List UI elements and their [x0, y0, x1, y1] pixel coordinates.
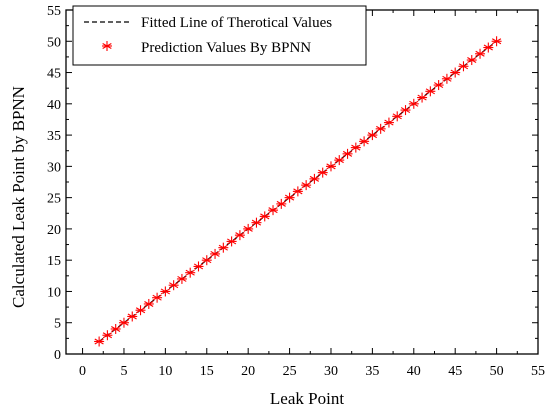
prediction-point [226, 236, 237, 247]
prediction-point [118, 317, 129, 328]
prediction-point [400, 105, 411, 116]
prediction-point [441, 73, 452, 84]
prediction-point [433, 80, 444, 91]
prediction-point [367, 130, 378, 141]
prediction-point [375, 123, 386, 134]
y-tick-label: 30 [47, 160, 61, 175]
y-tick-label: 20 [47, 223, 61, 238]
x-tick-label: 50 [490, 364, 504, 379]
x-tick-label: 10 [158, 364, 172, 379]
prediction-point [251, 217, 262, 228]
prediction-point [383, 117, 394, 128]
prediction-point [201, 255, 212, 266]
prediction-point [234, 230, 245, 241]
legend-box [72, 5, 367, 66]
prediction-point [259, 211, 270, 222]
y-axis: 0 5 10 15 20 25 30 35 40 45 50 55 [47, 4, 538, 363]
prediction-point [243, 223, 254, 234]
y-tick-label: 15 [47, 254, 61, 269]
prediction-point [185, 267, 196, 278]
y-tick-label: 10 [47, 285, 61, 300]
series-layer [94, 36, 502, 347]
prediction-point [268, 205, 279, 216]
prediction-point [417, 92, 428, 103]
x-tick-label: 20 [241, 364, 255, 379]
prediction-point [152, 292, 163, 303]
y-tick-label: 35 [47, 129, 61, 144]
legend-asterisk [102, 41, 112, 51]
x-axis-title: Leak Point [270, 389, 344, 408]
prediction-point [193, 261, 204, 272]
legend-asterisk-marker-sample [102, 41, 112, 51]
x-tick-label: 55 [531, 364, 545, 379]
prediction-point [475, 48, 486, 59]
x-tick-label: 30 [324, 364, 338, 379]
prediction-point [168, 280, 179, 291]
prediction-point [408, 98, 419, 109]
prediction-point [160, 286, 171, 297]
prediction-point [425, 86, 436, 97]
prediction-point [342, 148, 353, 159]
prediction-point [317, 167, 328, 178]
prediction-point [110, 323, 121, 334]
prediction-point [466, 55, 477, 66]
prediction-point [325, 161, 336, 172]
y-tick-label: 50 [47, 35, 61, 50]
prediction-point [483, 42, 494, 53]
x-tick-label: 25 [283, 364, 297, 379]
prediction-point [102, 330, 113, 341]
y-tick-label: 40 [47, 98, 61, 113]
prediction-point [218, 242, 229, 253]
prediction-point [309, 173, 320, 184]
prediction-point [284, 192, 295, 203]
prediction-point [127, 311, 138, 322]
x-tick-label: 45 [448, 364, 462, 379]
legend-label-fitted-line: Fitted Line of Therotical Values [141, 15, 332, 31]
prediction-point [292, 186, 303, 197]
x-tick-label: 40 [407, 364, 421, 379]
y-tick-label: 25 [47, 192, 61, 207]
prediction-point [94, 336, 105, 347]
prediction-point [176, 273, 187, 284]
prediction-point [458, 61, 469, 72]
x-tick-label: 15 [200, 364, 214, 379]
prediction-point [334, 155, 345, 166]
legend: Fitted Line of Therotical Values Predict… [72, 5, 367, 66]
prediction-point [276, 198, 287, 209]
prediction-point [301, 180, 312, 191]
y-axis-title: Calculated Leak Point by BPNN [9, 86, 28, 308]
prediction-point [359, 136, 370, 147]
prediction-point [491, 36, 502, 47]
y-tick-label: 5 [54, 317, 61, 332]
prediction-point [392, 111, 403, 122]
y-tick-label: 0 [54, 348, 61, 363]
x-tick-label: 0 [79, 364, 86, 379]
prediction-point [350, 142, 361, 153]
y-tick-label: 45 [47, 67, 61, 82]
prediction-point [450, 67, 461, 78]
y-tick-label: 55 [47, 4, 61, 19]
prediction-point [135, 305, 146, 316]
legend-label-predictions: Prediction Values By BPNN [141, 40, 311, 56]
x-tick-label: 5 [120, 364, 127, 379]
prediction-point [143, 298, 154, 309]
x-tick-label: 35 [365, 364, 379, 379]
prediction-point [210, 248, 221, 259]
